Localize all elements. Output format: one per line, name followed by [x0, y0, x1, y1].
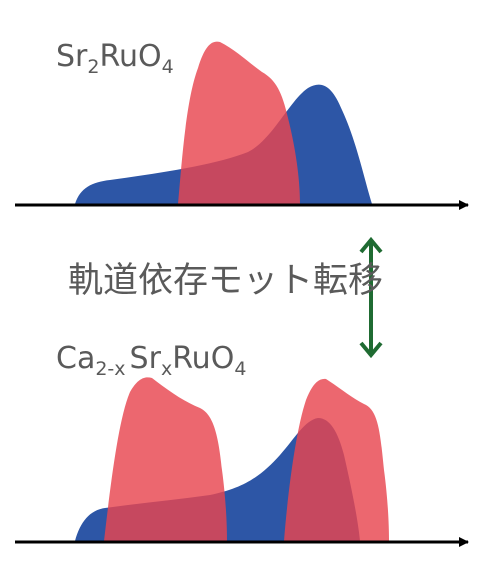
- bottom-spectrum: [15, 377, 469, 547]
- top-red-band: [178, 41, 300, 205]
- bottom-formula: Ca2-x SrxRuO4: [56, 341, 246, 380]
- top-spectrum: [15, 41, 469, 210]
- bottom-red-band-right: [284, 378, 389, 541]
- transition-label: 軌道依存モット転移: [68, 261, 383, 301]
- top-formula: Sr2RuO4: [56, 39, 174, 78]
- bottom-red-band-left: [104, 377, 227, 541]
- double-arrow: [359, 236, 383, 359]
